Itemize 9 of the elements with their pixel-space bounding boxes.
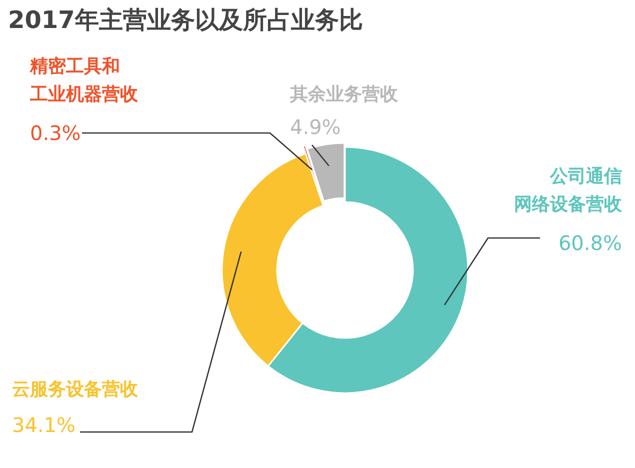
chart-title: 2017年主营业务以及所占业务比 [8,6,363,34]
data-label: 0.3% [30,121,81,145]
slice-label: 其余业务营收 [289,84,399,105]
data-label: 34.1% [12,413,76,437]
slice-label: 公司通信网络设备营收 [514,166,623,215]
data-label: 60.8% [558,231,622,255]
slice-label: 云服务设备营收 [12,379,139,400]
data-label: 4.9% [290,115,341,139]
slice-label: 精密工具和工业机器营收 [29,56,139,105]
